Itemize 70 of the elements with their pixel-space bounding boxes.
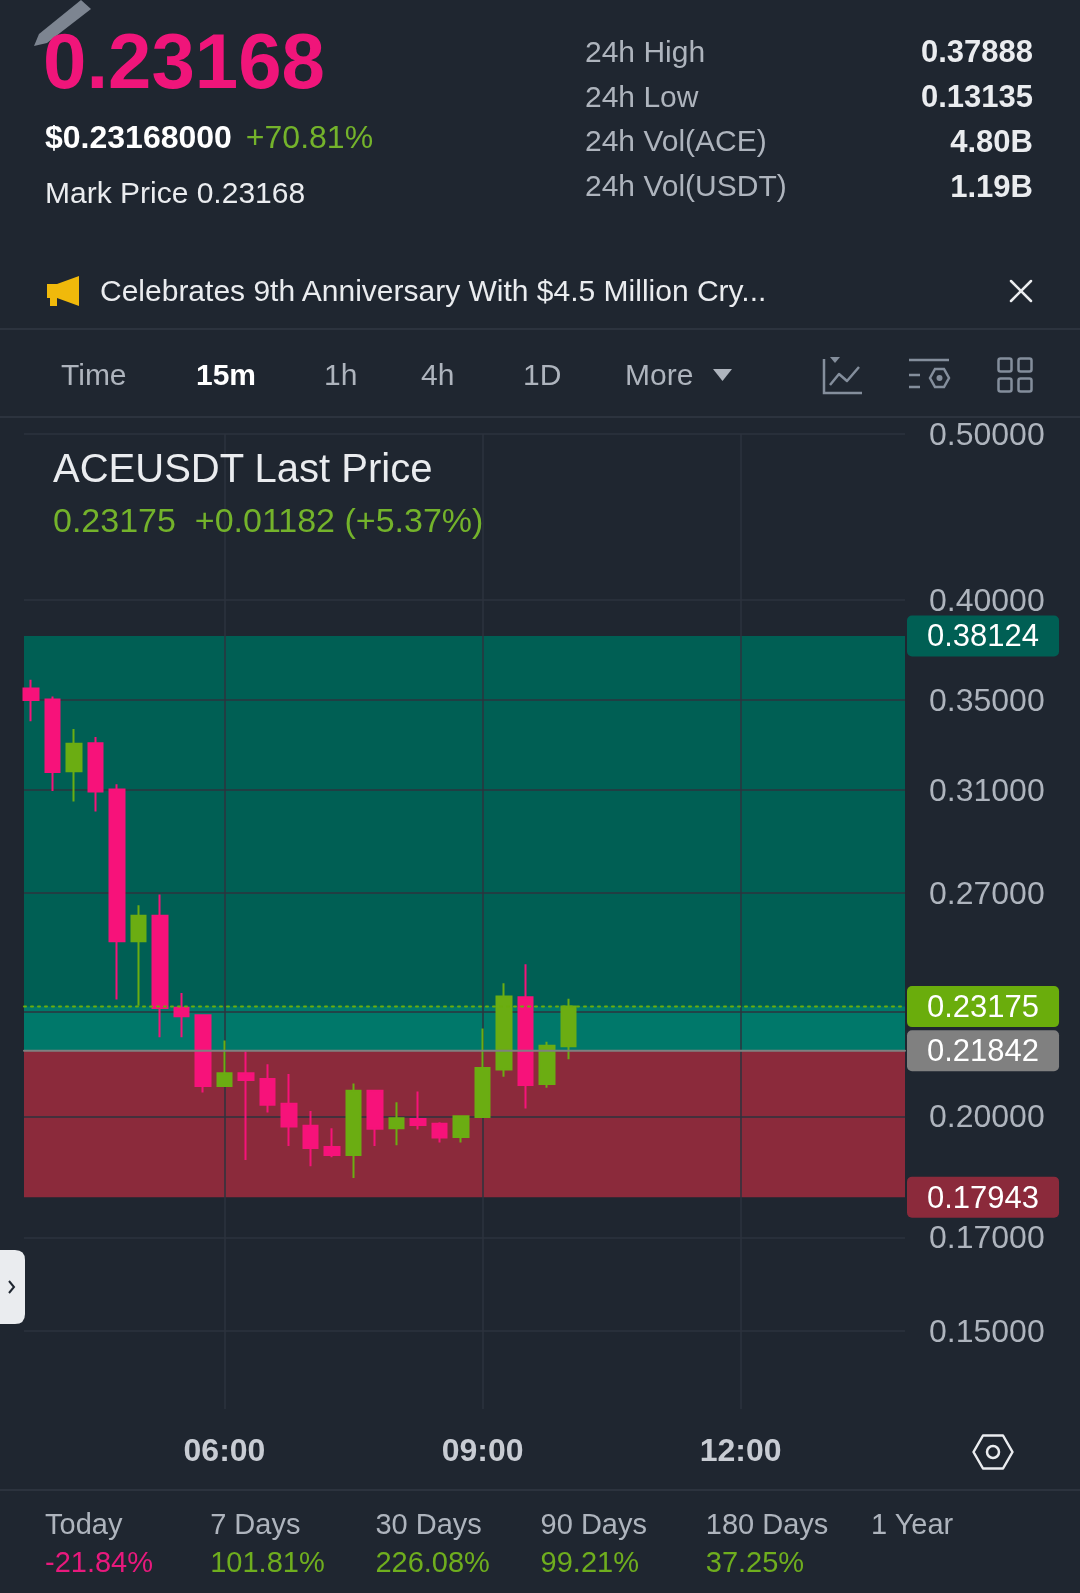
candlestick xyxy=(323,1127,341,1159)
band-label: 0.38124 xyxy=(927,618,1040,654)
text: Time xyxy=(61,357,127,393)
candlestick xyxy=(65,727,83,803)
candlestick xyxy=(345,1082,362,1180)
text: Mark Price 0.23168 xyxy=(45,175,306,211)
text: 1D xyxy=(523,357,562,393)
text: 226.08% xyxy=(375,1545,490,1578)
y-tick-label: 0.17000 xyxy=(929,1219,1045,1256)
category-label: 90 Days xyxy=(540,1506,647,1542)
candlestick xyxy=(237,1050,255,1162)
text: 0.13135 xyxy=(920,79,1033,115)
text: 0.23168 xyxy=(43,16,325,108)
category-label: 24h Vol(ACE) xyxy=(585,123,767,160)
y-tick-label: 0.15000 xyxy=(929,1312,1045,1349)
candlestick xyxy=(216,1039,233,1088)
candlestick xyxy=(280,1072,298,1147)
text: 4h xyxy=(421,357,455,393)
category-label: 1 Year xyxy=(871,1506,954,1542)
text: -21.84% xyxy=(45,1545,154,1578)
y-tick-label: 0.31000 xyxy=(929,771,1045,808)
candlestick xyxy=(538,1040,556,1089)
category-label: 180 Days xyxy=(705,1506,829,1542)
band-label: 0.17943 xyxy=(927,1179,1040,1215)
text: 15m xyxy=(196,357,257,393)
text: 4.80B xyxy=(950,123,1033,159)
chart-title: ACEUSDT Last Price xyxy=(53,446,433,490)
y-tick-label: 0.20000 xyxy=(929,1098,1045,1135)
y-tick-label: 0.50000 xyxy=(929,416,1045,452)
candlestick xyxy=(452,1115,470,1144)
candlestick xyxy=(194,1013,212,1094)
text: +70.81% xyxy=(245,118,374,156)
x-tick-label: 09:00 xyxy=(441,1432,524,1468)
text: 0.37888 xyxy=(920,34,1033,70)
category-label: 24h High xyxy=(585,34,706,70)
y-tick-label: 0.35000 xyxy=(929,681,1045,718)
text: 0.23175 +0.01182 (+5.37%) xyxy=(53,501,484,539)
text: 1.19B xyxy=(950,168,1033,204)
category-label: 24h Low xyxy=(585,78,699,115)
candlestick xyxy=(474,1027,491,1119)
candlestick xyxy=(388,1101,405,1147)
text: 99.21% xyxy=(540,1545,639,1578)
y-tick-label: 0.27000 xyxy=(929,874,1045,911)
x-tick-label: 12:00 xyxy=(699,1432,782,1468)
candlestick xyxy=(366,1088,384,1147)
candlestick xyxy=(173,992,190,1039)
candlestick xyxy=(259,1063,276,1114)
category-label: 7 Days xyxy=(210,1506,301,1542)
ref-line-label: 0.23175 xyxy=(927,989,1040,1025)
text: More xyxy=(625,357,694,393)
text: $0.23168000 xyxy=(45,118,232,156)
candlestick xyxy=(151,893,169,1039)
category-label: 24h Vol(USDT) xyxy=(585,168,787,205)
text: Celebrates 9th Anniversary With $4.5 Million Cry... xyxy=(100,273,767,309)
candlestick xyxy=(431,1121,448,1144)
candlestick xyxy=(87,735,104,813)
category-label: Today xyxy=(45,1506,123,1542)
candlestick xyxy=(44,695,61,792)
text: 1h xyxy=(324,357,358,393)
category-label: 30 Days xyxy=(375,1506,482,1542)
candlestick xyxy=(302,1110,319,1168)
ref-line-label: 0.21842 xyxy=(927,1033,1040,1069)
candlestick xyxy=(108,783,126,1001)
x-tick-label: 06:00 xyxy=(183,1432,266,1468)
text: 37.25% xyxy=(705,1545,805,1578)
candlestick xyxy=(517,963,534,1110)
candlestick xyxy=(409,1090,427,1131)
candlestick xyxy=(22,678,40,723)
text: 101.81% xyxy=(210,1545,325,1578)
y-tick-label: 0.40000 xyxy=(929,582,1045,619)
